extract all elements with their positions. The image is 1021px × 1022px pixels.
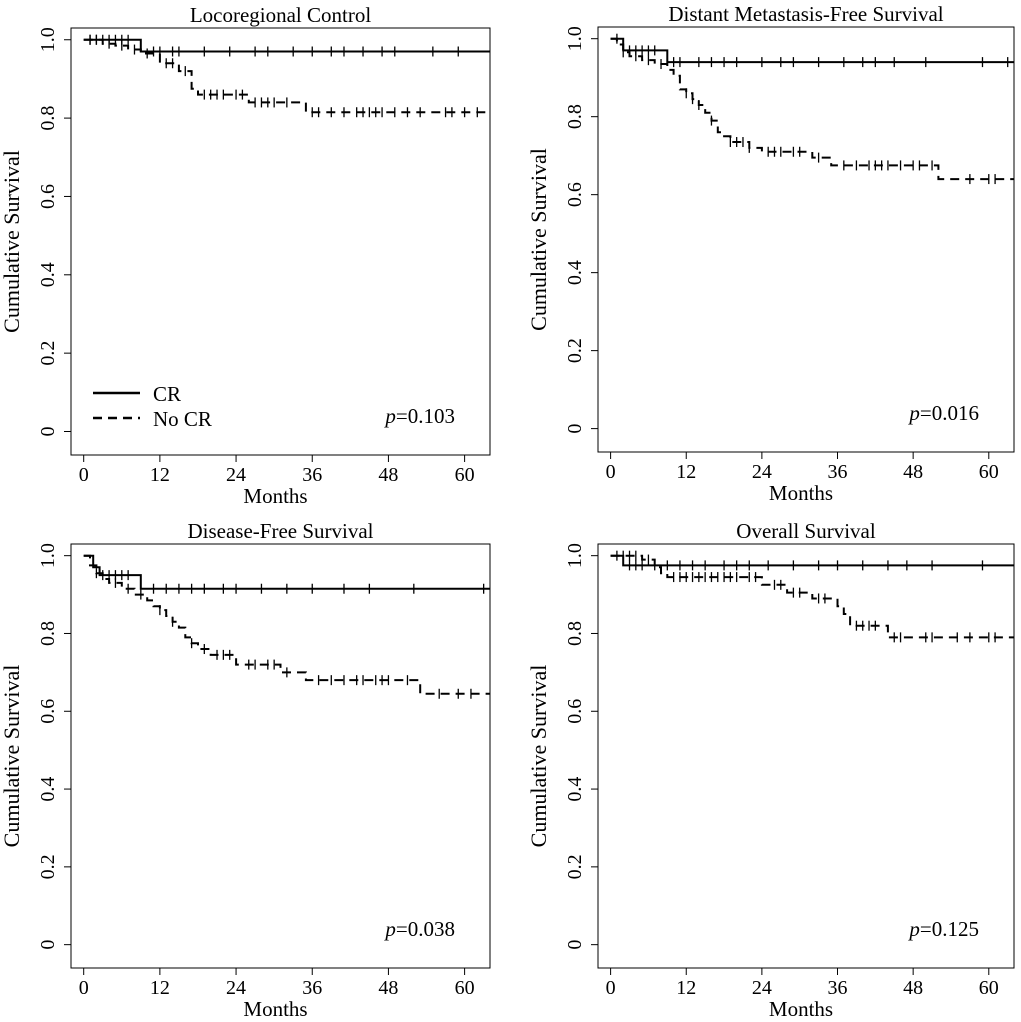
y-axis-label: Cumulative Survival (0, 665, 24, 848)
x-tick-label: 0 (79, 464, 89, 486)
p-value-symbol: p (383, 404, 396, 428)
y-tick-label: 0 (564, 940, 586, 950)
p-value-number: =0.038 (396, 917, 455, 941)
x-tick-label: 0 (79, 977, 89, 999)
no-cr-curve (610, 37, 1014, 181)
x-tick-label: 0 (606, 977, 616, 999)
x-tick-label: 60 (455, 464, 475, 486)
x-tick-label: 36 (302, 464, 322, 486)
x-tick-label: 12 (676, 461, 696, 483)
x-tick-label: 0 (606, 461, 616, 483)
km-panel-4: Overall Survival 0 12 24 36 48 60 Months 0 0.2 0.4… (526, 519, 1015, 1021)
y-tick-label: 1.0 (37, 27, 59, 52)
km-panel-2: Distant Metastasis-Free Survival 0 12 24 36 4… (526, 2, 1015, 505)
plot-frame (70, 543, 491, 969)
plot-frame (597, 26, 1015, 453)
p-value: p=0.125 (907, 917, 979, 941)
x-tick-label: 36 (828, 461, 848, 483)
x-axis-label: Months (243, 997, 307, 1021)
x-axis-label: Months (769, 997, 833, 1021)
p-value-symbol: p (383, 917, 396, 941)
y-tick-label: 0.2 (564, 854, 586, 879)
x-tick-label: 48 (378, 977, 398, 999)
x-tick-label: 24 (226, 464, 246, 486)
chart-title: Locoregional Control (190, 3, 372, 27)
y-tick-label: 0.8 (37, 106, 59, 131)
p-value: p=0.038 (383, 917, 455, 941)
p-value-number: =0.125 (920, 917, 979, 941)
cr-curve (610, 554, 1014, 567)
legend-solid-label: CR (153, 382, 181, 406)
y-tick-label: 0 (37, 940, 59, 950)
p-value-number: =0.103 (396, 404, 455, 428)
x-tick-label: 48 (378, 464, 398, 486)
y-tick-label: 0.6 (37, 184, 59, 209)
x-axis-label: Months (243, 484, 307, 508)
cr-curve (610, 37, 1014, 64)
x-tick-label: 24 (226, 977, 246, 999)
y-tick-label: 0.8 (564, 621, 586, 646)
y-tick-label: 0.2 (37, 341, 59, 366)
p-value-number: =0.016 (920, 401, 979, 425)
cr-curve (83, 554, 490, 590)
y-tick-label: 0.8 (37, 621, 59, 646)
no-cr-curve (610, 554, 1014, 639)
plot-frame (70, 27, 491, 456)
p-value: p=0.016 (907, 401, 979, 425)
y-tick-label: 1.0 (564, 543, 586, 568)
y-tick-label: 0.2 (37, 854, 59, 879)
no-cr-curve (83, 554, 490, 695)
y-tick-label: 0.6 (564, 699, 586, 724)
y-tick-label: 0 (37, 426, 59, 436)
x-tick-label: 48 (903, 461, 923, 483)
chart-title: Overall Survival (736, 519, 876, 543)
y-tick-label: 0.4 (37, 262, 59, 287)
x-tick-label: 24 (752, 977, 772, 999)
legend-dashed-label: No CR (153, 407, 212, 431)
y-axis-label: Cumulative Survival (526, 665, 551, 848)
y-tick-label: 0.2 (564, 338, 586, 363)
y-tick-label: 1.0 (564, 26, 586, 51)
y-tick-label: 0.6 (564, 182, 586, 207)
x-tick-label: 36 (302, 977, 322, 999)
x-tick-label: 12 (150, 464, 170, 486)
y-tick-label: 0.4 (564, 260, 586, 285)
y-tick-label: 0.4 (37, 777, 59, 802)
chart-title: Distant Metastasis-Free Survival (668, 2, 943, 26)
y-tick-label: 0.6 (37, 699, 59, 724)
x-tick-label: 12 (150, 977, 170, 999)
x-tick-label: 60 (979, 461, 999, 483)
p-value: p=0.103 (383, 404, 455, 428)
x-tick-label: 48 (903, 977, 923, 999)
y-tick-label: 0.4 (564, 777, 586, 802)
km-panel-3: Disease-Free Survival 0 12 24 36 48 60 Months 0 0… (0, 519, 491, 1021)
y-axis-label: Cumulative Survival (526, 148, 551, 331)
x-tick-label: 12 (676, 977, 696, 999)
y-tick-label: 0.8 (564, 104, 586, 129)
x-tick-label: 60 (455, 977, 475, 999)
p-value-symbol: p (907, 401, 920, 425)
x-tick-label: 60 (979, 977, 999, 999)
km-panel-1: Locoregional Control 0 12 24 36 48 60 Months 0 0.… (0, 3, 491, 508)
y-tick-label: 1.0 (37, 543, 59, 568)
chart-title: Disease-Free Survival (187, 519, 373, 543)
x-tick-label: 36 (828, 977, 848, 999)
x-tick-label: 24 (752, 461, 772, 483)
y-tick-label: 0 (564, 424, 586, 434)
p-value-symbol: p (907, 917, 920, 941)
y-axis-label: Cumulative Survival (0, 150, 24, 333)
x-axis-label: Months (769, 481, 833, 505)
cr-curve (83, 38, 490, 53)
plot-frame (597, 543, 1015, 969)
no-cr-curve (83, 38, 490, 114)
